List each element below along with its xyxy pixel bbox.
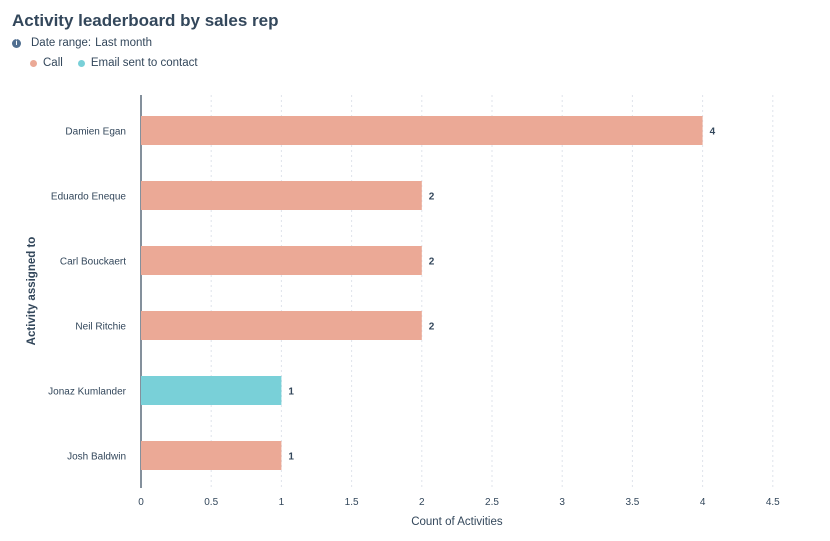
date-range-row: i Date range: Last month bbox=[12, 37, 152, 49]
x-tick-label: 3 bbox=[559, 497, 565, 508]
x-tick-label: 4.5 bbox=[766, 497, 780, 508]
info-icon[interactable]: i bbox=[12, 38, 21, 48]
data-label: 1 bbox=[288, 387, 294, 398]
data-label: 2 bbox=[429, 257, 435, 268]
x-axis-title: Count of Activities bbox=[411, 516, 503, 528]
chart-title: Activity leaderboard by sales rep bbox=[12, 11, 279, 30]
bar-carl-bouckaert[interactable] bbox=[141, 246, 422, 275]
data-label: 2 bbox=[429, 322, 435, 333]
bar-eduardo-eneque[interactable] bbox=[141, 181, 422, 210]
y-tick-label: Josh Baldwin bbox=[67, 452, 126, 463]
x-tick-label: 1 bbox=[279, 497, 285, 508]
y-tick-label: Damien Egan bbox=[65, 127, 126, 138]
data-label: 2 bbox=[429, 192, 435, 203]
x-tick-label: 0 bbox=[138, 497, 144, 508]
legend: Call Email sent to contact bbox=[30, 57, 213, 69]
x-tick-label: 0.5 bbox=[204, 497, 218, 508]
x-tick-label: 4 bbox=[700, 497, 706, 508]
legend-item-email[interactable]: Email sent to contact bbox=[77, 57, 198, 69]
data-label: 4 bbox=[710, 127, 716, 138]
x-tick-label: 2 bbox=[419, 497, 425, 508]
legend-label-call: Call bbox=[43, 57, 63, 69]
date-range-label: Date range: bbox=[31, 37, 92, 49]
y-tick-label: Jonaz Kumlander bbox=[48, 387, 126, 398]
y-tick-label: Eduardo Eneque bbox=[51, 192, 127, 203]
x-tick-label: 1.5 bbox=[345, 497, 359, 508]
y-tick-label: Carl Bouckaert bbox=[60, 257, 126, 268]
data-label: 1 bbox=[288, 452, 294, 463]
x-tick-label: 3.5 bbox=[625, 497, 639, 508]
bar-josh-baldwin[interactable] bbox=[141, 441, 282, 470]
bar-jonaz-kumlander[interactable] bbox=[141, 376, 282, 405]
date-range-value: Last month bbox=[95, 37, 153, 49]
label-layer: Damien Egan 4 Eduardo Eneque 2 Carl Bouckaer… bbox=[48, 127, 715, 463]
grid-layer bbox=[210, 95, 774, 488]
x-tick-label: 2.5 bbox=[485, 497, 499, 508]
tick-layer: 0 0.5 1 1.5 2 2.5 3 3.5 4 4.5 bbox=[138, 497, 780, 508]
legend-swatch-email bbox=[77, 59, 85, 67]
legend-swatch-call bbox=[30, 59, 37, 67]
legend-item-call[interactable]: Call bbox=[30, 57, 63, 69]
legend-label-email: Email sent to contact bbox=[90, 57, 198, 69]
y-tick-label: Neil Ritchie bbox=[75, 322, 126, 333]
bar-neil-ritchie[interactable] bbox=[141, 311, 422, 340]
bar-damien-egan[interactable] bbox=[141, 116, 703, 145]
y-axis-title: Activity assigned to bbox=[26, 237, 38, 346]
bar-layer bbox=[141, 116, 703, 470]
